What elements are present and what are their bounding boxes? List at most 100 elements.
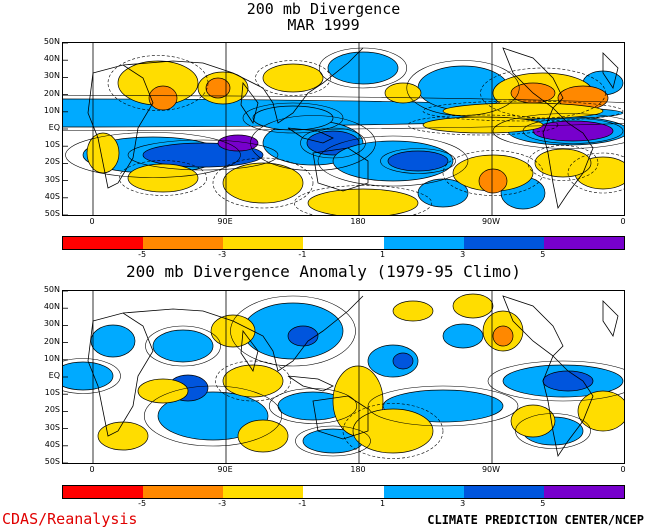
bottom-contour-line [63,358,121,394]
lat-label: 10N [43,353,60,363]
bottom-contour-line [487,360,624,402]
colorbar-swatch [543,237,624,249]
top-coastline [87,64,154,189]
top-divergence-map [62,42,625,216]
lon-label: 0 [620,465,626,474]
top-contour-region [205,77,231,99]
colorbar-label: -5 [138,250,147,259]
top-contour-line [527,145,599,181]
bottom-contour-region [542,370,594,392]
lat-label: 50N [43,37,60,46]
top-contour-line [255,60,331,96]
colorbar-label: -3 [218,499,227,508]
lon-label: 0 [89,465,95,474]
lat-label: 10N [43,105,60,115]
top-contour-line [567,152,624,194]
colorbar-swatch [143,486,224,498]
colorbar-swatch [303,237,384,249]
top-contour-region [422,116,544,134]
footer-source: CDAS/Reanalysis [2,510,138,528]
top-coastline [502,47,564,109]
top-contour-region [252,105,334,131]
lon-label: 180 [350,465,366,474]
colorbar-label: 3 [460,499,466,508]
bottom-contour-region [97,421,149,451]
bottom-contour-region [222,364,284,398]
top-coastline [122,47,364,124]
bottom-contour-region [392,300,434,322]
top-contour-line [293,185,433,215]
colorbar-label: 3 [460,250,466,259]
bottom-coastline [312,395,369,440]
colorbar-label: -5 [138,499,147,508]
top-contour-line [300,127,366,159]
top-coastline [602,52,619,89]
bottom-coastline [542,355,594,458]
top-map-title-line2: MAR 1999 [287,16,360,34]
bottom-contour-region [452,293,494,319]
lat-label: 40S [44,439,60,449]
colorbar-swatch [223,237,304,249]
lat-label: 10S [44,140,60,150]
bottom-contour-region [137,378,189,404]
lon-label: 90W [481,217,501,226]
bottom-contour-line [342,403,444,459]
top-coastline [287,127,334,144]
bottom-contour-region [352,408,434,454]
top-map-title: 200 mb Divergence MAR 1999 [0,1,647,33]
colorbar-swatch [303,486,384,498]
lon-label: 0 [620,217,626,226]
colorbar-label: -1 [298,250,307,259]
top-contour-region [262,63,324,93]
bottom-contour-region [157,391,269,441]
top-coastline [312,147,369,192]
lat-label: 20S [44,157,60,167]
bottom-anomaly-map [62,290,625,464]
top-map-canvas [63,43,624,215]
top-contour-line [242,102,344,134]
top-contour-region [127,163,199,193]
colorbar-label: 1 [380,499,386,508]
lat-label: 20N [43,88,60,98]
lat-label: 30S [44,174,60,184]
colorbar-label: 5 [540,250,546,259]
lon-label: 90E [217,217,233,226]
bottom-contour-region [577,390,624,432]
colorbar-swatch [63,237,144,249]
lat-label: 20S [44,405,60,415]
top-contour-line [492,113,624,149]
bottom-contour-region [152,329,214,363]
top-contour-line [65,132,241,178]
top-contour-line [442,150,544,196]
bottom-contour-region [392,352,414,370]
top-contour-region [478,168,508,194]
colorbar-swatch [63,486,144,498]
top-contour-line [212,157,314,209]
bottom-contour-region [210,314,256,348]
top-contour-region [217,134,259,152]
bottom-coastline [602,300,619,337]
lat-label: 30N [43,71,60,81]
top-contour-line [127,139,279,171]
top-contour-region [534,148,592,178]
colorbar-swatch [223,486,304,498]
top-contour-line [250,115,376,171]
top-map-title-line1: 200 mb Divergence [246,0,401,18]
top-contour-line [118,160,208,196]
colorbar-label: 5 [540,499,546,508]
lat-label: 30S [44,422,60,432]
top-contour-region [384,82,422,104]
top-coastline [240,81,259,124]
top-contour-line [422,100,624,122]
lat-label: 50N [43,285,60,294]
lon-label: 90W [481,465,501,474]
bottom-contour-region [510,404,556,438]
lon-label: 180 [350,217,366,226]
bottom-contour-region [492,325,514,347]
bottom-coastline [502,295,564,357]
top-contour-region [307,188,419,215]
colorbar-label: -3 [218,250,227,259]
bottom-contour-line [515,413,591,449]
lat-label: 20N [43,336,60,346]
top-contour-region [148,85,178,111]
